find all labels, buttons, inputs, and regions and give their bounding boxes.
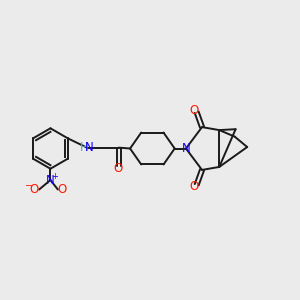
Text: +: + [51,172,58,181]
Text: O: O [29,183,38,196]
Text: H: H [80,140,89,154]
Text: O: O [190,104,199,117]
Text: O: O [57,183,67,196]
Text: N: N [85,140,94,154]
Text: N: N [182,142,190,155]
Text: O: O [190,180,199,193]
Text: −: − [25,181,33,191]
Text: O: O [113,162,122,175]
Text: N: N [46,173,55,187]
